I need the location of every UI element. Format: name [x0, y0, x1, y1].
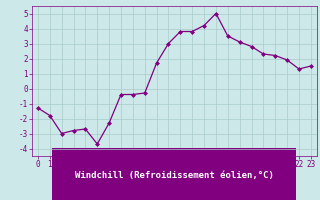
X-axis label: Windchill (Refroidissement éolien,°C): Windchill (Refroidissement éolien,°C)	[75, 171, 274, 180]
